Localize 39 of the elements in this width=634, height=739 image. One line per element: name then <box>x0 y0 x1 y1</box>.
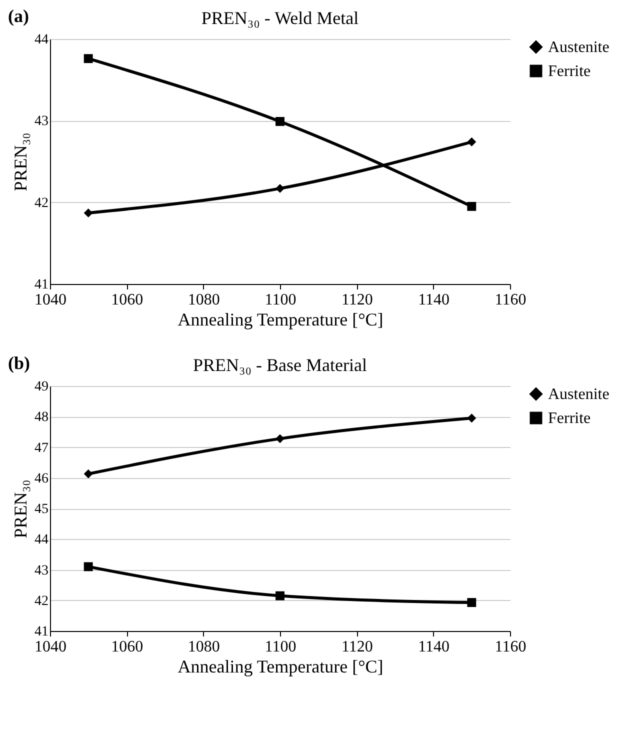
x-axis-title: Annealing Temperature [°C] <box>178 656 384 676</box>
x-tick-label: 1120 <box>341 638 373 656</box>
y-tick-label: 49 <box>34 380 48 394</box>
y-tick-label: 42 <box>34 594 48 609</box>
x-tick-label: 1040 <box>34 638 66 656</box>
legend-label: Austenite <box>548 39 610 56</box>
x-tick-label: 1080 <box>188 638 220 656</box>
x-tick-label: 1040 <box>34 292 66 308</box>
y-tick-label: 43 <box>34 563 48 578</box>
text: (a) <box>8 6 29 27</box>
x-tick-label: 1140 <box>418 638 450 656</box>
y-tick-label: 41 <box>34 624 48 640</box>
x-tick-label: 1100 <box>264 292 296 308</box>
x-tick-label: 1140 <box>418 292 450 308</box>
y-tick-label: 44 <box>34 32 48 48</box>
x-tick-label: 1160 <box>494 638 526 656</box>
x-tick-label: 1080 <box>188 292 220 308</box>
y-tick-label: 42 <box>34 196 48 211</box>
x-tick-label: 1100 <box>264 638 296 656</box>
x-axis-title: Annealing Temperature [°C] <box>178 310 384 330</box>
legend-label: Ferrite <box>548 410 591 427</box>
y-tick-label: 45 <box>34 502 48 517</box>
x-tick-label: 1160 <box>494 292 526 308</box>
y-tick-label: 44 <box>34 532 48 548</box>
x-tick-label: 1060 <box>111 292 144 308</box>
x-tick-label: 1120 <box>341 292 373 308</box>
x-tick-label: 1060 <box>111 638 144 656</box>
y-tick-label: 41 <box>34 278 48 292</box>
chart-title: PREN₃₀ - Base Material <box>192 355 368 375</box>
y-axis-title: PREN₃₀ <box>10 480 30 538</box>
y-tick-label: 43 <box>34 114 48 130</box>
y-tick-label: 46 <box>34 471 48 486</box>
legend-label: Ferrite <box>548 63 591 80</box>
legend-label: Austenite <box>548 386 610 403</box>
y-tick-label: 48 <box>34 410 48 426</box>
text: (b) <box>8 353 30 374</box>
y-tick-label: 47 <box>34 440 48 456</box>
chart-title: PREN₃₀ - Weld Metal <box>201 8 359 28</box>
y-axis-title: PREN₃₀ <box>10 132 30 192</box>
